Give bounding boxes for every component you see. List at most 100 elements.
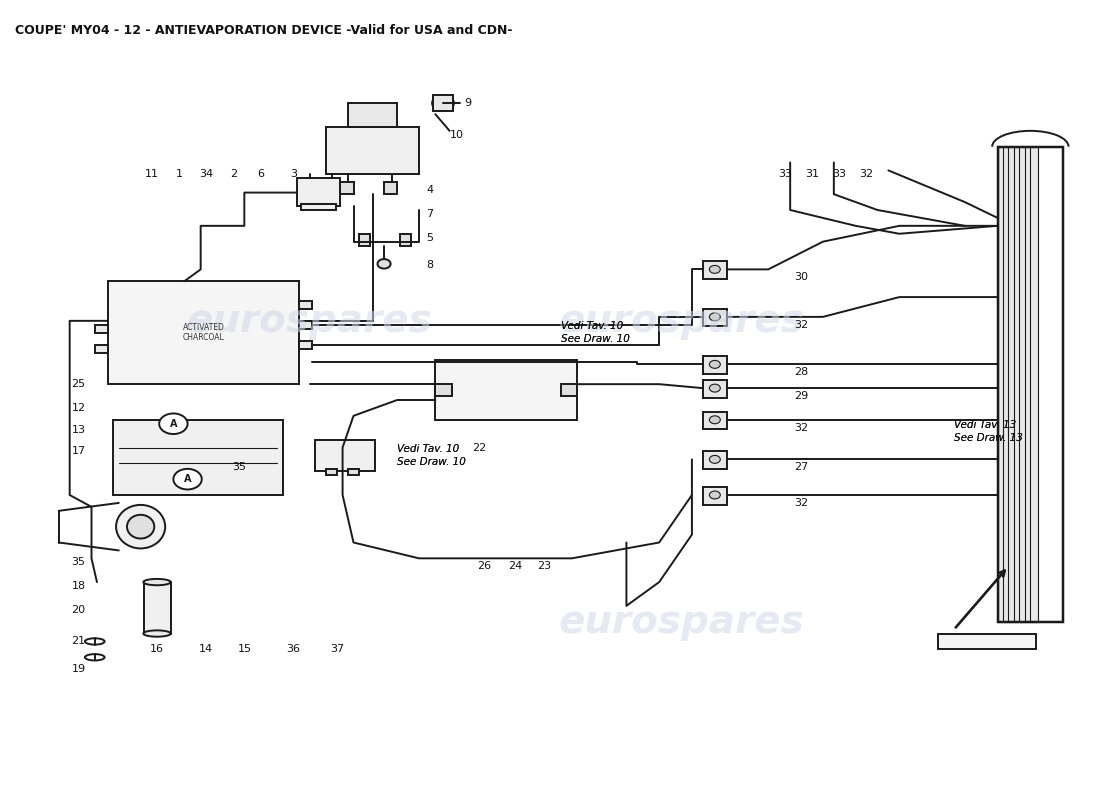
- Text: 29: 29: [794, 391, 808, 401]
- Text: Vedi Tav. 13
See Draw. 13: Vedi Tav. 13 See Draw. 13: [954, 420, 1023, 443]
- Bar: [703, 357, 727, 374]
- Bar: [1025, 146, 1033, 622]
- Text: 33: 33: [778, 170, 792, 179]
- Bar: [1003, 146, 1011, 622]
- Text: 32: 32: [794, 498, 808, 508]
- Ellipse shape: [710, 313, 720, 321]
- Bar: [299, 321, 312, 329]
- Text: 3: 3: [290, 170, 297, 179]
- Text: 36: 36: [286, 644, 300, 654]
- Bar: [1014, 146, 1022, 622]
- Text: Vedi Tav. 10
See Draw. 10: Vedi Tav. 10 See Draw. 10: [397, 444, 466, 467]
- Ellipse shape: [117, 505, 165, 549]
- Bar: [301, 204, 336, 210]
- Text: 32: 32: [794, 320, 808, 330]
- Ellipse shape: [710, 455, 720, 463]
- Text: 11: 11: [144, 170, 158, 179]
- Text: 9: 9: [464, 98, 472, 108]
- Bar: [703, 309, 727, 326]
- Bar: [95, 345, 108, 353]
- Bar: [316, 439, 375, 471]
- Ellipse shape: [710, 361, 720, 368]
- Text: 10: 10: [450, 130, 464, 140]
- Text: 2: 2: [230, 170, 236, 179]
- Bar: [1020, 146, 1027, 622]
- Bar: [297, 178, 340, 206]
- Bar: [436, 384, 452, 396]
- Text: 32: 32: [859, 170, 873, 179]
- Text: 33: 33: [833, 170, 846, 179]
- Text: 12: 12: [72, 403, 86, 413]
- Bar: [998, 146, 1063, 622]
- Text: 28: 28: [794, 367, 808, 378]
- Bar: [1031, 146, 1038, 622]
- Ellipse shape: [710, 416, 720, 424]
- Text: Vedi Tav. 10
See Draw. 10: Vedi Tav. 10 See Draw. 10: [397, 444, 466, 467]
- Circle shape: [432, 95, 454, 111]
- Bar: [384, 182, 397, 194]
- Bar: [144, 582, 172, 634]
- Bar: [327, 127, 419, 174]
- Text: 21: 21: [72, 637, 86, 646]
- Text: 5: 5: [427, 233, 433, 242]
- Ellipse shape: [710, 491, 720, 499]
- Circle shape: [377, 259, 390, 269]
- Text: 8: 8: [427, 261, 433, 270]
- Text: 32: 32: [794, 422, 808, 433]
- Text: 16: 16: [150, 644, 164, 654]
- Bar: [433, 95, 453, 111]
- Text: 26: 26: [477, 562, 492, 571]
- Text: eurospares: eurospares: [558, 302, 804, 340]
- Text: 4: 4: [427, 186, 433, 195]
- Text: eurospares: eurospares: [558, 602, 804, 641]
- Bar: [561, 384, 578, 396]
- Bar: [113, 420, 283, 495]
- Bar: [299, 341, 312, 349]
- Text: 27: 27: [794, 462, 808, 472]
- Bar: [95, 325, 108, 333]
- Text: COUPE' MY04 - 12 - ANTIEVAPORATION DEVICE -Valid for USA and CDN-: COUPE' MY04 - 12 - ANTIEVAPORATION DEVIC…: [15, 24, 513, 37]
- Ellipse shape: [710, 266, 720, 274]
- Text: A: A: [169, 418, 177, 429]
- Text: 20: 20: [72, 605, 86, 614]
- Bar: [998, 146, 1005, 622]
- Bar: [299, 301, 312, 309]
- Text: ACTIVATED
CHARCOAL: ACTIVATED CHARCOAL: [183, 323, 224, 342]
- Bar: [340, 182, 353, 194]
- Text: 14: 14: [199, 644, 213, 654]
- Bar: [703, 487, 727, 505]
- Text: 25: 25: [72, 379, 86, 389]
- Text: 30: 30: [794, 272, 808, 282]
- Text: 19: 19: [72, 664, 86, 674]
- Ellipse shape: [143, 579, 170, 586]
- Ellipse shape: [710, 384, 720, 392]
- Circle shape: [174, 469, 201, 490]
- Bar: [108, 282, 299, 384]
- Text: 22: 22: [472, 442, 486, 453]
- Text: 34: 34: [199, 170, 213, 179]
- Text: eurospares: eurospares: [187, 302, 432, 340]
- Text: 1: 1: [175, 170, 183, 179]
- Bar: [937, 634, 1036, 650]
- Text: 7: 7: [427, 209, 433, 219]
- Text: 24: 24: [508, 562, 522, 571]
- Text: Vedi Tav. 10
See Draw. 10: Vedi Tav. 10 See Draw. 10: [561, 321, 630, 344]
- Text: 13: 13: [72, 425, 86, 435]
- Text: 35: 35: [232, 462, 246, 472]
- Bar: [703, 262, 727, 279]
- Bar: [703, 451, 727, 469]
- Ellipse shape: [143, 630, 170, 637]
- Bar: [348, 469, 359, 475]
- Text: 6: 6: [257, 170, 264, 179]
- Text: 15: 15: [238, 644, 251, 654]
- Text: 18: 18: [72, 581, 86, 591]
- Bar: [327, 469, 337, 475]
- Text: 31: 31: [805, 170, 820, 179]
- Text: 35: 35: [72, 558, 86, 567]
- Bar: [703, 412, 727, 430]
- Circle shape: [160, 414, 188, 434]
- Text: 37: 37: [330, 644, 344, 654]
- Bar: [400, 234, 411, 246]
- Ellipse shape: [126, 514, 154, 538]
- Bar: [1009, 146, 1016, 622]
